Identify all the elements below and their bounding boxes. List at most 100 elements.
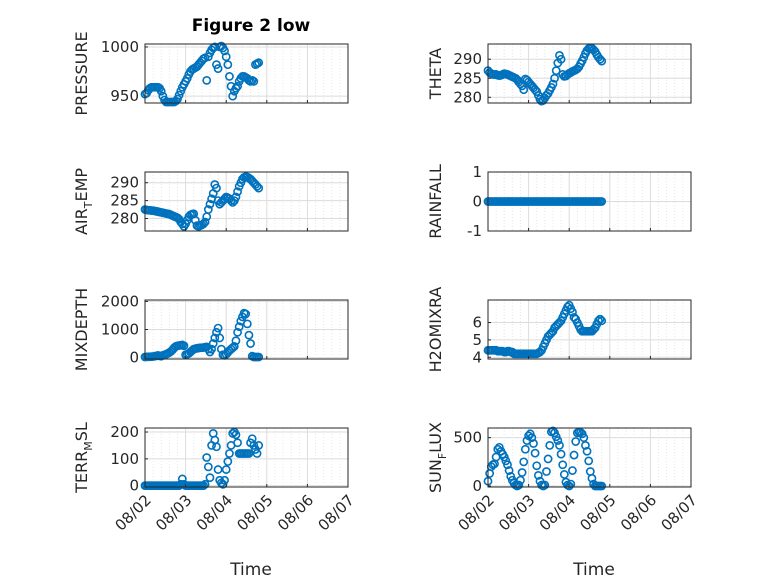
data-point (559, 470, 569, 479)
x-tick-label: 08/07 (658, 491, 701, 534)
y-axis-label: RAINFALL (426, 164, 445, 239)
data-point (527, 433, 537, 443)
y-axis-label: H2OMIXRA (426, 287, 445, 373)
data-point (558, 460, 568, 470)
data-point (223, 60, 233, 70)
data-point (517, 468, 527, 477)
data-point (199, 219, 208, 229)
data-point (233, 81, 242, 91)
data-point (556, 449, 566, 459)
data-point (582, 446, 592, 456)
data-point (199, 481, 208, 491)
axes-frame (144, 43, 349, 104)
data-point (597, 481, 607, 491)
data-point (254, 352, 264, 362)
data-point (569, 450, 579, 460)
data-point (203, 205, 213, 214)
y-axis-label: TERRMSL (72, 422, 95, 494)
data-point (212, 183, 221, 193)
x-tick-label: 08/02 (455, 491, 498, 534)
y-axis-label-rest: SL (72, 422, 91, 441)
figure-title: Figure 2 low (192, 16, 311, 36)
data-point (244, 330, 254, 340)
data-point (540, 480, 550, 490)
data-point (241, 309, 251, 319)
y-tick-label: 290 (453, 50, 482, 68)
data-point (254, 58, 264, 68)
data-point (584, 456, 594, 466)
data-point (221, 52, 231, 62)
data-point (587, 473, 597, 483)
y-tick-label: 500 (453, 429, 482, 447)
data-point (503, 460, 512, 470)
data-point (564, 481, 574, 491)
data-point (229, 341, 239, 351)
data-point (228, 343, 238, 353)
data-point (568, 466, 577, 475)
x-tick-label: 08/06 (617, 491, 660, 534)
data-point (156, 86, 166, 96)
y-tick-label: 290 (110, 174, 139, 192)
data-point (530, 448, 540, 458)
x-tick-label: 08/03 (152, 491, 195, 534)
data-point (244, 449, 254, 458)
data-point (174, 90, 184, 100)
data-point (179, 341, 189, 351)
axes-frame (144, 427, 349, 488)
data-point (553, 436, 563, 445)
data-point (228, 91, 238, 101)
y-axis-label-subscript: T (82, 201, 95, 209)
data-point (249, 76, 259, 86)
axes-frame (487, 299, 692, 360)
y-tick-label: 2000 (101, 292, 139, 310)
data-point (532, 461, 542, 471)
data-point (594, 316, 603, 326)
axes-frame (144, 171, 349, 232)
data-point (213, 465, 223, 474)
x-tick-label: 08/03 (495, 491, 538, 534)
data-point (571, 437, 581, 446)
data-point (233, 187, 242, 197)
y-tick-label: -1 (467, 222, 482, 240)
y-axis-label-subscript: F (436, 453, 449, 459)
data-point (246, 339, 255, 348)
subplot-sun_flux: 0500SUNFLUX08/0208/0308/0408/0508/0608/0… (426, 422, 701, 534)
data-point (533, 470, 543, 480)
data-point (213, 64, 223, 73)
y-axis-label-subscript: M (82, 441, 95, 451)
y-axis-label: AIRTEMP (72, 168, 95, 235)
data-point (233, 438, 242, 448)
y-tick-label: 1000 (101, 38, 139, 56)
data-point (200, 217, 210, 227)
data-point (542, 467, 551, 476)
data-point (212, 442, 221, 452)
x-tick-label: 08/02 (112, 491, 155, 534)
data-point (548, 79, 558, 89)
x-tick-label: 08/04 (193, 491, 236, 534)
y-tick-label: 1 (472, 163, 482, 181)
data-point (223, 457, 233, 466)
y-axis-label: SUNFLUX (426, 422, 449, 493)
data-point (203, 52, 213, 62)
data-point (529, 439, 538, 448)
data-point (207, 344, 216, 354)
axes-frame (487, 427, 692, 488)
y-tick-label: 200 (110, 423, 139, 441)
data-point (254, 441, 264, 450)
x-tick-label: 08/05 (233, 491, 276, 534)
y-tick-label: 1000 (101, 321, 139, 339)
y-tick-label: 0 (129, 477, 139, 495)
data-point (231, 336, 241, 346)
x-tick-label: 08/07 (315, 491, 358, 534)
subplot-h2omixra: 456 H2OMIXRA (426, 287, 692, 373)
data-point (182, 74, 192, 83)
data-point (543, 454, 553, 464)
data-point (252, 449, 262, 458)
data-point (597, 316, 607, 326)
y-axis-label-rest: LUX (426, 422, 445, 453)
y-axis-label-main: AIR (72, 208, 91, 235)
data-point (220, 46, 229, 56)
data-point (221, 465, 231, 474)
data-point (555, 441, 564, 450)
